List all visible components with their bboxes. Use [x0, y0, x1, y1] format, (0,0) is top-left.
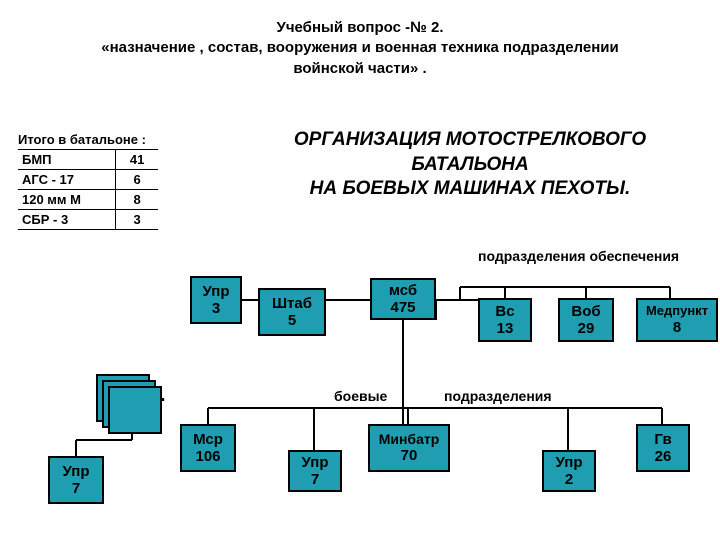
table-row: АГС - 17 6	[18, 170, 158, 190]
table-cell-value: 41	[115, 150, 158, 169]
title-line-2: «назначение , состав, вооружения и военн…	[101, 39, 618, 56]
node-label: Штаб	[260, 295, 324, 312]
node-label: Упр	[50, 463, 102, 480]
node-value: 70	[370, 447, 448, 464]
table-cell-label: БМП	[18, 150, 115, 169]
node-label: Упр	[290, 454, 340, 471]
node-value: 3	[192, 300, 240, 317]
diagram-canvas: Учебный вопрос -№ 2. «назначение , соста…	[0, 0, 720, 540]
node-value: 29	[560, 320, 612, 337]
table-cell-label: АГС - 17	[18, 170, 115, 189]
main-heading-line-2: БАТАЛЬОНА	[411, 154, 528, 175]
node-value: 106	[182, 448, 234, 465]
main-heading-line-3: НА БОЕВЫХ МАШИНАХ ПЕХОТЫ.	[310, 178, 631, 199]
node-vob: Воб29	[558, 298, 614, 342]
node-medpunkt: Медпункт8	[636, 298, 718, 342]
node-vs: Вс13	[478, 298, 532, 342]
main-heading: ОРГАНИЗАЦИЯ МОТОСТРЕЛКОВОГО БАТАЛЬОНА НА…	[230, 128, 710, 202]
node-msr: Мср106	[180, 424, 236, 472]
connector-lines	[0, 0, 720, 540]
node-label: Упр	[544, 454, 594, 471]
table-cell-value: 6	[115, 170, 158, 189]
table-row: БМП 41	[18, 150, 158, 170]
node-value: 2	[544, 471, 594, 488]
node-minbatr: Минбатр70	[368, 424, 450, 472]
node-stack-front	[108, 386, 162, 434]
table-cell-label: 120 мм М	[18, 190, 115, 209]
summary-table: Итого в батальоне : БМП 41 АГС - 17 6 12…	[18, 132, 158, 230]
node-value: 13	[480, 320, 530, 337]
node-value: 7	[290, 471, 340, 488]
table-header: Итого в батальоне :	[18, 132, 158, 150]
node-value: 475	[372, 299, 434, 316]
node-label: Гв	[638, 431, 688, 448]
node-label: Упр	[192, 283, 240, 300]
node-label: Медпункт	[638, 304, 716, 319]
node-upr-7-center: Упр7	[288, 450, 342, 492]
node-upr-2: Упр2	[542, 450, 596, 492]
battle-label-2: подразделения	[444, 388, 552, 404]
node-value: 8	[638, 319, 716, 336]
node-label: мсб	[372, 282, 434, 299]
table-row: 120 мм М 8	[18, 190, 158, 210]
node-msb: мсб475	[370, 278, 436, 320]
node-label: Вс	[480, 303, 530, 320]
node-gv: Гв26	[636, 424, 690, 472]
table-cell-label: СБР - 3	[18, 210, 115, 229]
support-label: подразделения обеспечения	[478, 248, 679, 264]
table-row: СБР - 3 3	[18, 210, 158, 230]
battle-label-1: боевые	[334, 388, 387, 404]
node-shtab: Штаб5	[258, 288, 326, 336]
table-cell-value: 8	[115, 190, 158, 209]
table-cell-value: 3	[115, 210, 158, 229]
node-value: 7	[50, 480, 102, 497]
node-label: Воб	[560, 303, 612, 320]
node-value: 26	[638, 448, 688, 465]
node-upr-3: Упр3	[190, 276, 242, 324]
title-line-1: Учебный вопрос -№ 2.	[277, 19, 444, 36]
node-upr-7-left: Упр7	[48, 456, 104, 504]
main-heading-line-1: ОРГАНИЗАЦИЯ МОТОСТРЕЛКОВОГО	[294, 129, 646, 150]
node-label: Минбатр	[370, 431, 448, 447]
page-title: Учебный вопрос -№ 2. «назначение , соста…	[0, 18, 720, 79]
node-label: Мср	[182, 431, 234, 448]
title-line-3: войнской части» .	[293, 60, 426, 77]
node-value: 5	[260, 312, 324, 329]
